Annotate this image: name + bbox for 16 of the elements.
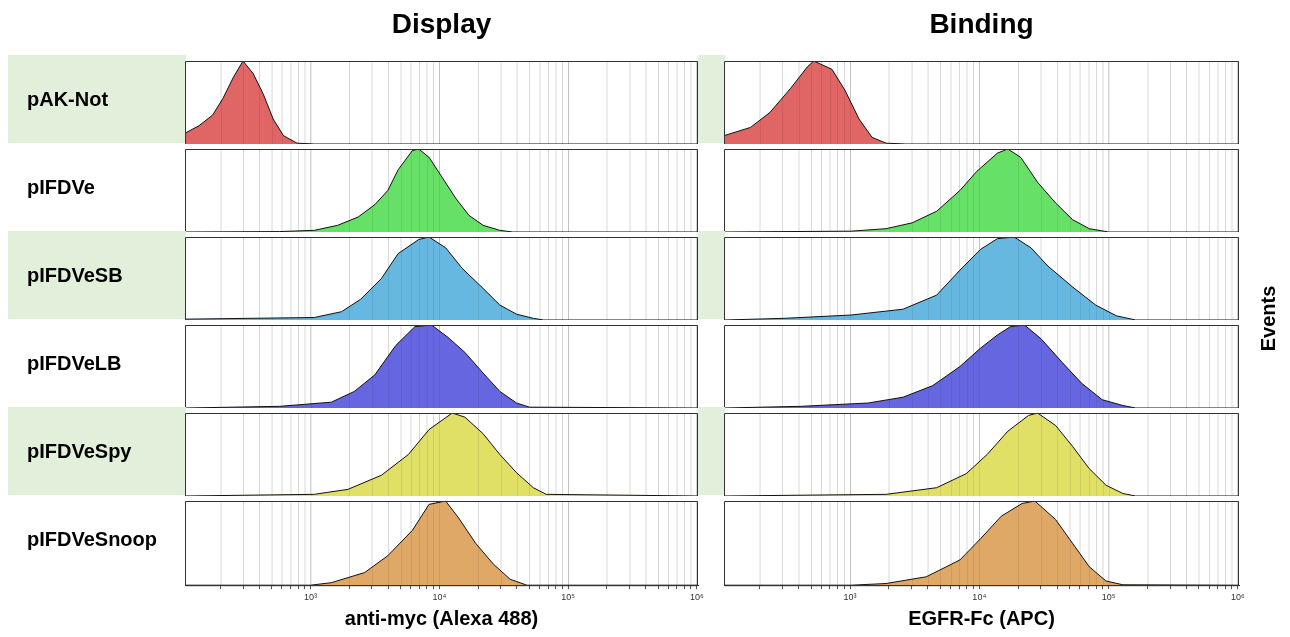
y-axis-title: pIFDVe [26,174,96,200]
x-tick-label: 10⁶ [1231,592,1246,603]
x-tick-label: 10⁴ [972,592,987,603]
y-axis-title: pIFDVeSnoop [26,526,158,552]
chart-title: Binding [928,8,1035,40]
x-tick-label: 10³ [304,592,318,603]
x-axis-title: EGFR-Fc (APC) [907,607,1056,630]
chart-title: Display [390,8,493,40]
x-tick-label: 10⁶ [690,592,705,603]
x-tick-label: 10⁴ [432,592,447,603]
x-tick-label: 10⁵ [561,592,576,603]
y-axis-title: pIFDVeLB [26,350,123,376]
y2-axis-title: Events [1256,284,1280,354]
x-tick-label: 10³ [843,592,857,603]
x-tick-label: 10⁵ [1101,592,1116,603]
x-axis-title: anti-myc (Alexa 488) [343,607,540,630]
